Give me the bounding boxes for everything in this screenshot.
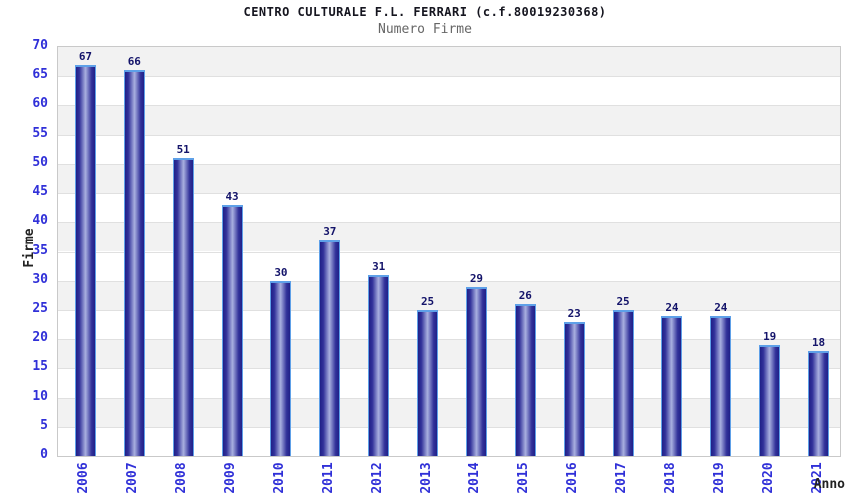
bar-2021 <box>808 350 830 456</box>
bar-2020 <box>759 345 781 456</box>
bar-2016 <box>563 321 585 456</box>
plot-band <box>58 47 840 77</box>
y-tick-label: 60 <box>32 96 48 112</box>
bar-2019 <box>710 315 732 456</box>
x-tick-label: 2018 <box>662 462 678 494</box>
bar-value-label: 23 <box>567 306 581 320</box>
gridline <box>58 368 840 369</box>
x-tick-label: 2006 <box>76 462 92 494</box>
bar-2013 <box>417 309 439 456</box>
y-tick-label: 10 <box>32 388 48 404</box>
bar-value-label: 25 <box>420 294 435 308</box>
x-tick-label: 2020 <box>760 462 776 494</box>
bar-value-label: 66 <box>127 55 141 69</box>
y-tick-label: 30 <box>32 271 48 287</box>
bar-2018 <box>661 315 683 456</box>
bar-2014 <box>465 286 487 456</box>
bar-2008 <box>172 158 194 456</box>
y-axis: 0 5 10 15 20 25 30 35 40 45 50 55 60 65 70 <box>0 38 52 462</box>
bar-value-label: 67 <box>78 49 93 63</box>
bar-value-label: 25 <box>616 294 630 308</box>
y-tick-label: 25 <box>32 300 48 316</box>
y-tick-label: 35 <box>32 242 48 258</box>
chart-title: CENTRO CULTURALE F.L. FERRARI (c.f.80019… <box>243 5 607 19</box>
x-tick-label: 2010 <box>271 462 287 494</box>
gridline <box>58 164 840 165</box>
bar-2007 <box>123 70 145 456</box>
gridline <box>58 281 840 282</box>
gridline <box>58 252 840 253</box>
x-tick-label: 2012 <box>369 462 385 494</box>
y-tick-label: 65 <box>32 67 48 83</box>
gridline <box>58 76 840 77</box>
bar-2015 <box>514 304 536 456</box>
x-tick-label: 2008 <box>174 462 190 494</box>
y-axis-title: Firme <box>22 228 37 268</box>
plot-band <box>58 105 840 135</box>
bar-value-label: 31 <box>372 259 386 273</box>
x-tick-label: 2013 <box>418 462 434 494</box>
x-tick-label: 2007 <box>125 462 141 494</box>
y-tick-label: 5 <box>40 417 48 433</box>
y-tick-label: 45 <box>32 184 48 200</box>
bar-value-label: 29 <box>469 271 484 285</box>
y-tick-label: 55 <box>32 125 48 141</box>
gridline <box>58 427 840 428</box>
bar-2017 <box>612 309 634 456</box>
x-tick-label: 2014 <box>467 462 483 494</box>
y-tick-label: 0 <box>40 447 48 462</box>
y-tick-label: 70 <box>32 38 48 53</box>
x-tick-label: 2019 <box>711 462 727 494</box>
gridline <box>58 193 840 194</box>
bar-2012 <box>368 274 390 456</box>
x-tick-label: 2016 <box>565 462 581 494</box>
bar-value-label: 18 <box>811 335 826 349</box>
x-axis-title: Anno <box>813 477 845 492</box>
gridline <box>58 398 840 399</box>
chart-subtitle: Numero Firme <box>378 22 472 37</box>
y-tick-label: 40 <box>32 213 48 229</box>
bar-2011 <box>319 239 341 456</box>
bar-value-label: 37 <box>323 224 337 238</box>
x-tick-label: 2009 <box>223 462 239 494</box>
gridline <box>58 222 840 223</box>
bar-value-label: 24 <box>665 300 679 314</box>
gridline <box>58 339 840 340</box>
plot-area: 67 66 51 43 30 37 31 25 29 26 23 25 24 24 19 18 <box>57 46 841 457</box>
bar-value-label: 30 <box>274 265 288 279</box>
x-tick-label: 2011 <box>320 462 336 494</box>
bar-2009 <box>221 204 243 456</box>
bar-2006 <box>74 64 96 456</box>
bar-value-label: 26 <box>518 289 532 303</box>
plot-band <box>58 76 840 106</box>
bar-2010 <box>270 280 292 456</box>
x-tick-label: 2015 <box>516 462 532 494</box>
gridline <box>58 105 840 106</box>
gridline <box>58 310 840 311</box>
x-tick-label: 2017 <box>614 462 630 494</box>
gridline <box>58 135 840 136</box>
y-tick-label: 20 <box>32 330 48 346</box>
bar-value-label: 24 <box>714 300 728 314</box>
x-axis: 2006 2007 2008 2009 2010 2011 2012 2013 2014 2015… <box>57 456 839 500</box>
bar-value-label: 43 <box>225 189 239 203</box>
y-tick-label: 15 <box>32 359 48 375</box>
y-tick-label: 50 <box>32 154 48 170</box>
bar-value-label: 19 <box>763 330 777 343</box>
bar-value-label: 51 <box>176 143 190 157</box>
